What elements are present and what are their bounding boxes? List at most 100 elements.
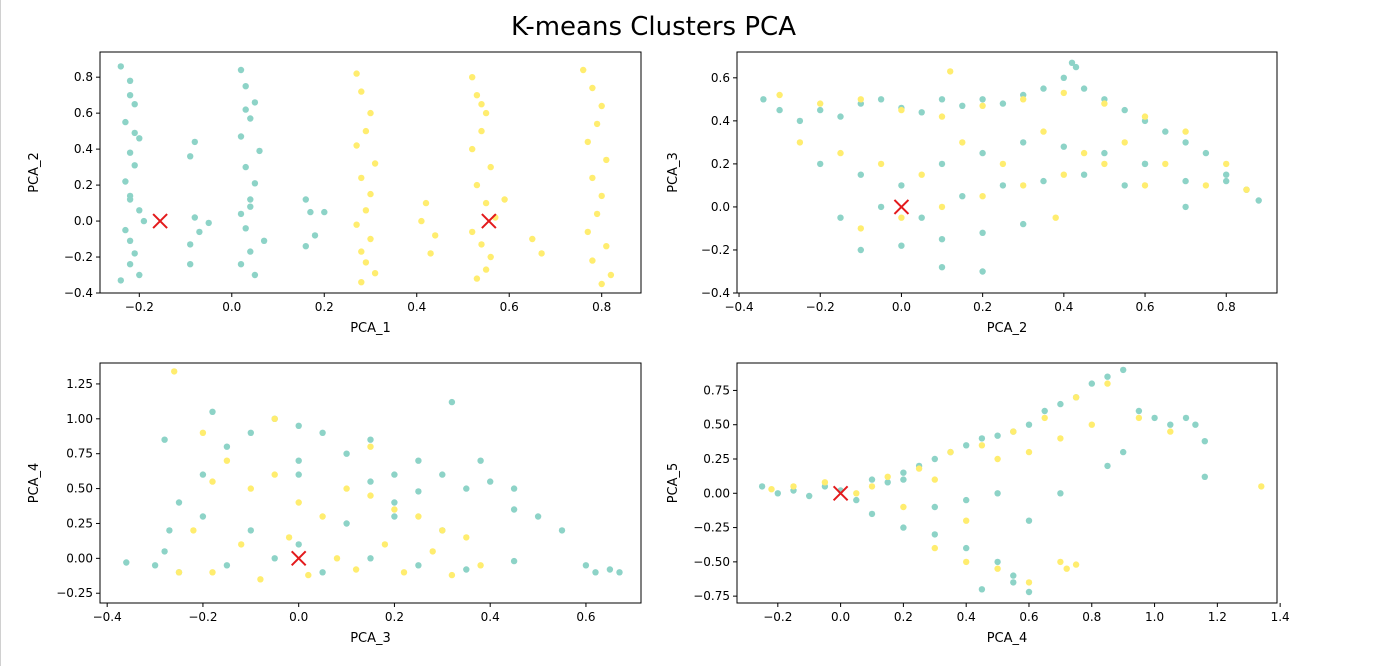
- data-point-cluster-0: [868, 476, 876, 483]
- x-axis-label: PCA_3: [350, 631, 391, 646]
- data-point-cluster-0: [237, 133, 245, 140]
- data-point-cluster-1: [478, 127, 485, 135]
- data-point-cluster-1: [529, 235, 536, 243]
- data-point-cluster-1: [1258, 483, 1265, 490]
- data-point-cluster-0: [126, 261, 134, 268]
- data-point-cluster-0: [271, 555, 278, 562]
- data-point-cluster-0: [994, 490, 1001, 497]
- data-point-cluster-1: [271, 415, 278, 422]
- data-point-cluster-1: [1072, 394, 1080, 401]
- data-point-cluster-1: [593, 210, 601, 218]
- data-point-cluster-0: [191, 138, 198, 146]
- data-point-cluster-1: [603, 243, 610, 250]
- data-point-cluster-1: [1101, 100, 1108, 107]
- x-tick-label: 0.0: [831, 610, 850, 624]
- data-point-cluster-0: [260, 237, 268, 244]
- x-tick-label: 0.2: [894, 610, 913, 624]
- data-point-cluster-1: [463, 534, 470, 541]
- data-point-cluster-1: [487, 163, 494, 171]
- centroid-marker: [893, 199, 910, 215]
- data-point-cluster-0: [123, 559, 130, 566]
- data-point-cluster-1: [482, 199, 490, 207]
- x-tick-label: 0.6: [576, 610, 595, 624]
- data-point-cluster-0: [367, 478, 374, 485]
- data-point-cluster-0: [1060, 74, 1068, 82]
- y-tick-label: 1.00: [66, 412, 93, 426]
- data-point-cluster-0: [884, 479, 891, 486]
- data-point-cluster-0: [122, 118, 129, 126]
- data-point-cluster-0: [938, 160, 946, 168]
- data-point-cluster-0: [295, 422, 302, 429]
- y-tick-label: 0.00: [703, 486, 730, 500]
- y-tick-label: 0.0: [74, 214, 93, 228]
- data-point-cluster-0: [223, 443, 231, 450]
- data-point-cluster-0: [1068, 59, 1076, 66]
- data-point-cluster-1: [353, 221, 360, 228]
- data-point-cluster-0: [606, 566, 614, 573]
- data-point-cluster-1: [473, 275, 481, 282]
- data-point-cluster-0: [242, 225, 249, 232]
- data-point-cluster-0: [199, 513, 207, 520]
- data-point-cluster-0: [900, 469, 907, 476]
- centroid-stroke: [481, 213, 497, 229]
- data-point-cluster-0: [1121, 182, 1128, 189]
- data-point-cluster-0: [1182, 414, 1190, 422]
- data-point-cluster-0: [126, 237, 134, 244]
- y-tick-label: 0.2: [74, 178, 93, 192]
- data-point-cluster-1: [352, 566, 360, 573]
- data-point-cluster-0: [209, 408, 216, 415]
- data-point-cluster-1: [353, 142, 360, 149]
- data-point-cluster-1: [768, 486, 775, 493]
- data-point-cluster-0: [311, 232, 319, 239]
- data-point-cluster-0: [918, 214, 925, 221]
- x-tick-label: 0.4: [1054, 300, 1073, 314]
- data-point-cluster-0: [1080, 171, 1088, 178]
- data-point-cluster-1: [473, 92, 481, 99]
- data-point-cluster-0: [1057, 490, 1064, 497]
- data-point-cluster-0: [1025, 517, 1033, 524]
- data-point-cluster-0: [1120, 448, 1127, 456]
- data-point-cluster-0: [979, 268, 986, 275]
- x-tick-label: 0.0: [289, 610, 308, 624]
- data-point-cluster-0: [319, 429, 326, 436]
- y-tick-label: 0.00: [66, 551, 93, 565]
- data-point-cluster-0: [205, 219, 212, 227]
- data-point-cluster-1: [598, 102, 605, 110]
- data-point-cluster-1: [362, 207, 370, 214]
- data-point-cluster-1: [963, 558, 970, 566]
- data-point-cluster-1: [1141, 113, 1149, 120]
- y-tick-label: −0.4: [701, 286, 730, 300]
- y-tick-label: 0.75: [66, 447, 93, 461]
- data-point-cluster-0: [1201, 438, 1209, 445]
- data-point-cluster-0: [251, 99, 259, 106]
- data-point-cluster-1: [593, 120, 601, 128]
- data-point-cluster-1: [1202, 182, 1210, 189]
- data-point-cluster-0: [1192, 421, 1199, 428]
- data-point-cluster-1: [837, 149, 844, 157]
- data-point-cluster-0: [131, 250, 138, 257]
- data-point-cluster-0: [510, 485, 518, 492]
- data-point-cluster-0: [247, 429, 254, 436]
- data-point-cluster-1: [1025, 448, 1033, 456]
- y-tick-label: −0.4: [64, 286, 93, 300]
- data-point-cluster-0: [1025, 588, 1033, 596]
- x-tick-label: 0.8: [592, 300, 611, 314]
- data-point-cluster-0: [367, 555, 374, 562]
- centroid-marker: [832, 485, 849, 501]
- y-tick-label: 1.25: [66, 377, 93, 391]
- data-point-cluster-1: [1104, 380, 1111, 387]
- data-point-cluster-1: [1162, 160, 1169, 168]
- data-point-cluster-0: [391, 471, 398, 478]
- data-point-cluster-0: [978, 435, 986, 442]
- data-point-cluster-0: [487, 478, 494, 485]
- data-point-cluster-1: [857, 96, 864, 103]
- x-tick-label: 0.2: [385, 610, 404, 624]
- data-point-cluster-0: [295, 471, 302, 478]
- data-point-cluster-1: [584, 138, 591, 146]
- data-point-cluster-1: [1121, 139, 1128, 146]
- y-tick-label: 0.4: [74, 142, 93, 156]
- data-point-cluster-0: [817, 160, 824, 168]
- data-point-cluster-1: [400, 569, 408, 576]
- data-point-cluster-0: [448, 398, 456, 406]
- x-tick-label: 1.2: [1208, 610, 1227, 624]
